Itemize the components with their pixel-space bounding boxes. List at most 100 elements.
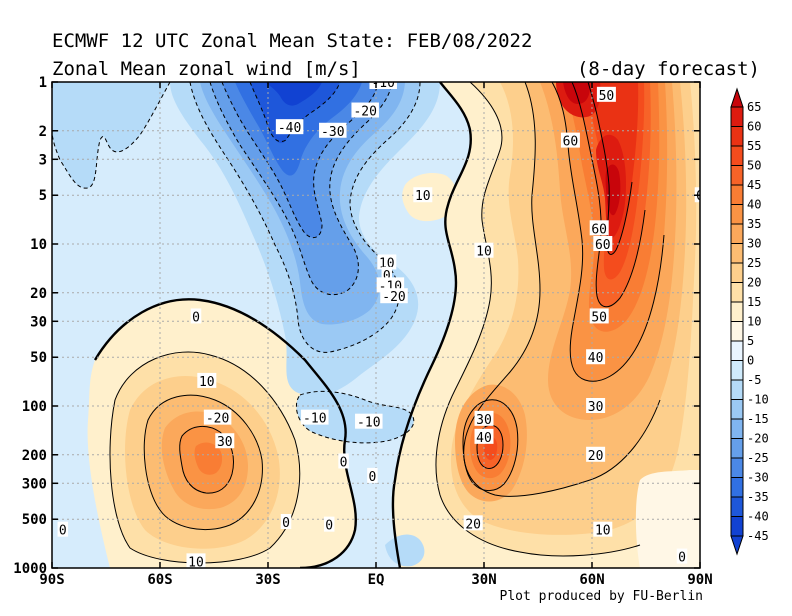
chart-subtitle: Zonal Mean zonal wind [m/s] <box>52 58 361 80</box>
y-tick-label: 500 <box>22 512 47 528</box>
colorbar-label: 65 <box>747 100 761 114</box>
colorbar-segment <box>730 282 744 303</box>
colorbar-label: 45 <box>747 178 761 192</box>
y-tick-label: 1 <box>39 75 47 91</box>
contour-label: -40 <box>278 121 301 136</box>
contour-label: -20 <box>353 105 376 120</box>
contour-label-bg <box>323 516 335 532</box>
contour-nh-20 <box>463 82 661 497</box>
colorbar-segment <box>730 340 744 361</box>
colorbar-label: -25 <box>747 451 769 465</box>
colorbar-label: -5 <box>747 373 761 387</box>
contour-label-bg <box>586 349 606 365</box>
y-tick-label: 3 <box>39 152 47 168</box>
forecast-label: (8-day forecast) <box>577 58 760 80</box>
x-tick-label: 30S <box>255 572 280 588</box>
x-tick-label: EQ <box>368 572 385 588</box>
contour-label: -30 <box>321 125 344 140</box>
contour-label: 60 <box>563 135 579 150</box>
contour-label-bg <box>593 236 613 251</box>
colorbar-label: 50 <box>747 159 761 173</box>
contour-label-bg <box>355 413 383 429</box>
colorbar-segment <box>730 399 744 420</box>
y-tick-label: 200 <box>22 448 47 464</box>
colorbar-label: 40 <box>747 198 761 212</box>
sh-easterly-40 <box>250 82 340 144</box>
contour-label-bg <box>186 553 206 568</box>
contour-label: -20 <box>382 290 405 305</box>
contour-label-bg <box>215 433 235 449</box>
colorbar-segment <box>730 496 744 517</box>
y-tick-label: 10 <box>30 237 47 253</box>
colorbar-label: 20 <box>747 276 761 290</box>
x-tick-label: 90N <box>687 572 712 588</box>
contour-label: 0 <box>383 269 391 284</box>
contour-label-bg <box>589 308 609 324</box>
colorbar-extend-bottom <box>730 535 744 556</box>
colorbar-segment <box>730 184 744 205</box>
contour-label: 0 <box>192 310 200 325</box>
chart-title: ECMWF 12 UTC Zonal Mean State: FEB/08/20… <box>52 30 532 52</box>
contour-label-bg <box>474 242 494 258</box>
colorbar-segment <box>730 301 744 322</box>
contour-label: 0 <box>678 551 686 566</box>
y-tick-label: 50 <box>30 350 47 366</box>
contour-sh-jet-20 <box>143 394 263 531</box>
contour-label: -10 <box>371 76 394 91</box>
colorbar-segment <box>730 477 744 498</box>
contour-label-bg <box>474 428 494 444</box>
y-tick-label: 5 <box>39 188 47 204</box>
colorbar-label: 15 <box>747 295 761 309</box>
contour-label: 10 <box>595 524 611 539</box>
colorbar-segment <box>730 165 744 186</box>
colorbar-segment <box>730 262 744 283</box>
x-tick-label: 60N <box>579 572 604 588</box>
contour-label: 40 <box>588 351 604 366</box>
colorbar-label: 25 <box>747 256 761 270</box>
y-tick-label: 1000 <box>13 561 47 577</box>
colorbar-label: 55 <box>747 139 761 153</box>
contour-label: 20 <box>465 517 481 532</box>
colorbar-segment <box>730 145 744 166</box>
contour-label: 30 <box>476 413 492 428</box>
sh-strat-weak <box>52 82 170 189</box>
colorbar-segment <box>730 321 744 342</box>
contour-label: -20 <box>206 412 229 427</box>
contour-label: 0 <box>696 189 704 204</box>
colorbar-segment <box>730 457 744 478</box>
contour-label: 0 <box>368 470 376 485</box>
contour-label-bg <box>589 220 609 236</box>
contour-label-bg <box>596 86 616 102</box>
contour-label-bg <box>338 453 349 469</box>
contour-label-bg <box>57 521 69 537</box>
contour-label: -10 <box>357 416 380 431</box>
colorbar-label: -40 <box>747 510 769 524</box>
y-tick-label: 300 <box>22 476 47 492</box>
colorbar-label: -15 <box>747 412 769 426</box>
colorbar-label: 35 <box>747 217 761 231</box>
colorbar-segment <box>730 204 744 225</box>
colorbar-segment <box>730 418 744 439</box>
y-tick-label: 2 <box>39 124 47 140</box>
sh-easterly-45 <box>265 82 322 106</box>
colorbar-label: 30 <box>747 237 761 251</box>
contour-label: 0 <box>340 455 348 470</box>
contour-label-bg <box>301 409 329 425</box>
contour-label-bg <box>367 467 378 483</box>
colorbar: 65605550454035302520151050-5-10-15-20-25… <box>730 87 769 556</box>
contour-label: 30 <box>217 435 233 450</box>
contour-label-bg <box>369 82 397 89</box>
colorbar-segment <box>730 106 744 127</box>
colorbar-label: 60 <box>747 120 761 134</box>
contour-label: 0 <box>325 519 333 534</box>
credit-text: Plot produced by FU-Berlin <box>500 589 704 604</box>
colorbar-label: -10 <box>747 393 769 407</box>
contour-label-bg <box>413 187 433 203</box>
contour-label-bg <box>319 122 347 138</box>
contour-label-bg <box>593 521 613 537</box>
colorbar-segment <box>730 126 744 147</box>
